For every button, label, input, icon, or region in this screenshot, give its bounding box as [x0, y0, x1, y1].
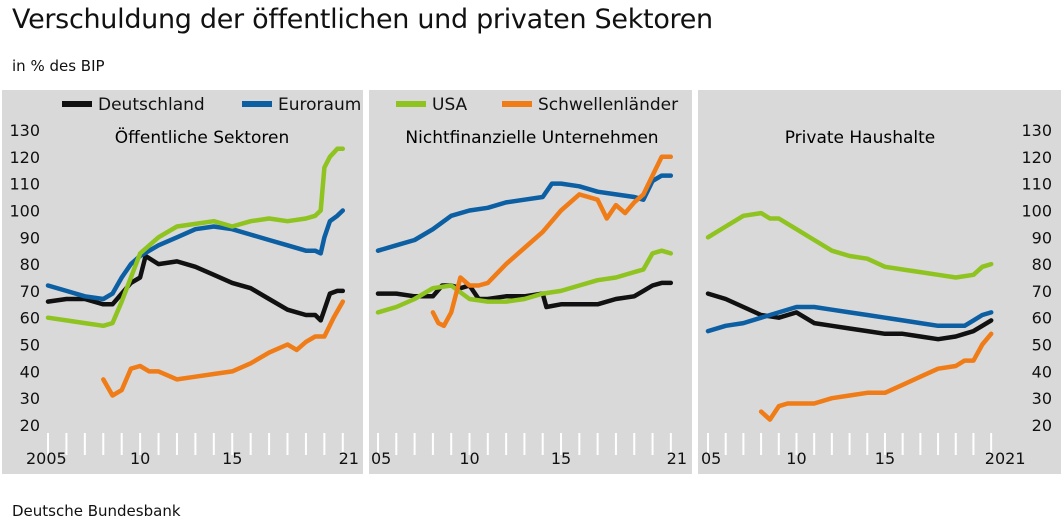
- y-tick-label-right: 70: [1032, 282, 1052, 301]
- series-line-usa: [45, 146, 346, 329]
- panel-background-3: [698, 90, 1061, 474]
- y-tick-label-left: 80: [20, 255, 40, 274]
- panel-background-1: [2, 90, 363, 474]
- series-line-schwellenlaender: [101, 299, 346, 398]
- series-line-schwellenlaender: [758, 331, 994, 422]
- chart-title: Verschuldung der öffentlichen und privat…: [12, 4, 713, 35]
- x-tick-label: 10: [130, 449, 150, 468]
- x-tick-label: 10: [786, 449, 806, 468]
- panel-title: Nichtfinanzielle Unternehmen: [405, 128, 658, 148]
- y-tick-label-right: 50: [1032, 336, 1052, 355]
- x-tick-label: 05: [371, 449, 391, 468]
- x-tick-label: 21: [667, 449, 687, 468]
- source-note: Deutsche Bundesbank: [12, 502, 181, 520]
- y-tick-label-left: 100: [9, 201, 40, 220]
- y-tick-label-right: 90: [1032, 228, 1052, 247]
- legend-label: USA: [432, 95, 468, 115]
- x-tick-label: 21: [339, 449, 359, 468]
- y-tick-label-left: 110: [9, 175, 40, 194]
- y-tick-label-left: 40: [20, 362, 40, 381]
- x-tick-label: 05: [701, 449, 721, 468]
- y-tick-label-right: 80: [1032, 255, 1052, 274]
- series-line-usa: [375, 248, 674, 315]
- legend-label: Schwellenländer: [538, 95, 678, 115]
- y-tick-label-right: 120: [1021, 148, 1052, 167]
- panel-title: Private Haushalte: [785, 128, 936, 148]
- y-tick-label-left: 30: [20, 389, 40, 408]
- panel-background-2: [369, 90, 692, 474]
- x-tick-label: 2021: [985, 449, 1026, 468]
- series-line-schwellenlaender: [430, 154, 674, 329]
- y-tick-label-right: 130: [1021, 121, 1052, 140]
- y-tick-label-left: 120: [9, 148, 40, 167]
- y-tick-label-right: 20: [1032, 416, 1052, 435]
- x-tick-label: 15: [551, 449, 571, 468]
- y-tick-label-left: 60: [20, 309, 40, 328]
- panel-title: Öffentliche Sektoren: [115, 126, 289, 148]
- x-tick-label: 15: [875, 449, 895, 468]
- y-tick-label-left: 20: [20, 416, 40, 435]
- x-tick-label: 10: [459, 449, 479, 468]
- y-tick-label-left: 70: [20, 282, 40, 301]
- legend-label: Deutschland: [98, 95, 205, 115]
- y-tick-label-left: 90: [20, 228, 40, 247]
- y-tick-label-left: 50: [20, 336, 40, 355]
- y-tick-label-right: 30: [1032, 389, 1052, 408]
- y-tick-label-right: 100: [1021, 201, 1052, 220]
- x-tick-label: 2005: [26, 449, 67, 468]
- y-tick-label-left: 130: [9, 121, 40, 140]
- series-line-euroraum: [45, 208, 346, 302]
- chart-subtitle: in % des BIP: [12, 57, 105, 75]
- series-line-euroraum: [375, 173, 674, 253]
- series-line-deutschland: [45, 253, 346, 323]
- series-line-usa: [705, 210, 994, 280]
- x-tick-label: 15: [222, 449, 242, 468]
- series-line-deutschland: [705, 291, 994, 342]
- legend-label: Euroraum: [278, 95, 361, 115]
- y-tick-label-right: 110: [1021, 175, 1052, 194]
- y-tick-label-right: 40: [1032, 362, 1052, 381]
- y-tick-label-right: 60: [1032, 309, 1052, 328]
- series-line-euroraum: [705, 304, 994, 334]
